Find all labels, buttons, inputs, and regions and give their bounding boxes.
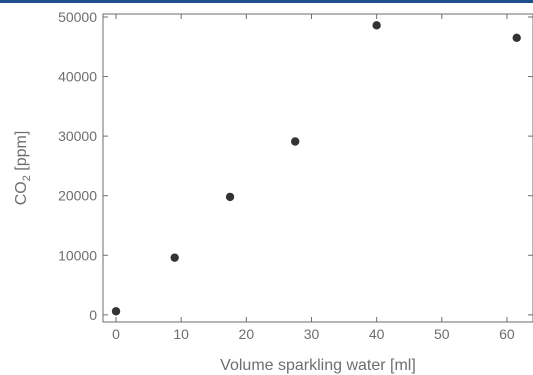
y-tick-label: 20000 <box>58 188 97 204</box>
x-tick-label: 60 <box>499 326 515 342</box>
y-axis-label-subscript: 2 <box>21 175 33 181</box>
plot-frame <box>102 13 533 323</box>
y-tick-label: 30000 <box>58 128 97 144</box>
y-tick-label: 0 <box>89 307 97 323</box>
y-axis-ticks: 0 10000 20000 30000 40000 50000 <box>58 9 533 323</box>
y-tick-label: 40000 <box>58 69 97 85</box>
data-points <box>111 21 521 316</box>
x-axis-ticks: 0 10 20 30 40 50 60 <box>112 14 515 342</box>
x-tick-label: 50 <box>434 326 450 342</box>
data-point <box>111 307 121 316</box>
x-tick-label: 10 <box>173 326 189 342</box>
data-point <box>512 33 521 43</box>
data-point <box>225 192 235 202</box>
x-tick-label: 40 <box>369 326 385 342</box>
top-accent-rule <box>0 0 533 3</box>
x-axis-label: Volume sparkling water [ml] <box>220 357 416 374</box>
data-point <box>290 137 300 146</box>
y-tick-label: 10000 <box>58 247 97 263</box>
x-tick-label: 0 <box>112 326 120 342</box>
y-tick-label: 50000 <box>58 9 97 25</box>
x-tick-label: 30 <box>304 326 320 342</box>
data-point <box>170 253 179 262</box>
y-axis-label: CO2 [ppm] <box>13 131 33 206</box>
data-point <box>372 21 381 30</box>
y-axis-label-tail: [ppm] <box>13 131 30 175</box>
x-tick-label: 20 <box>239 326 255 342</box>
y-axis-label-main: CO <box>13 181 30 205</box>
